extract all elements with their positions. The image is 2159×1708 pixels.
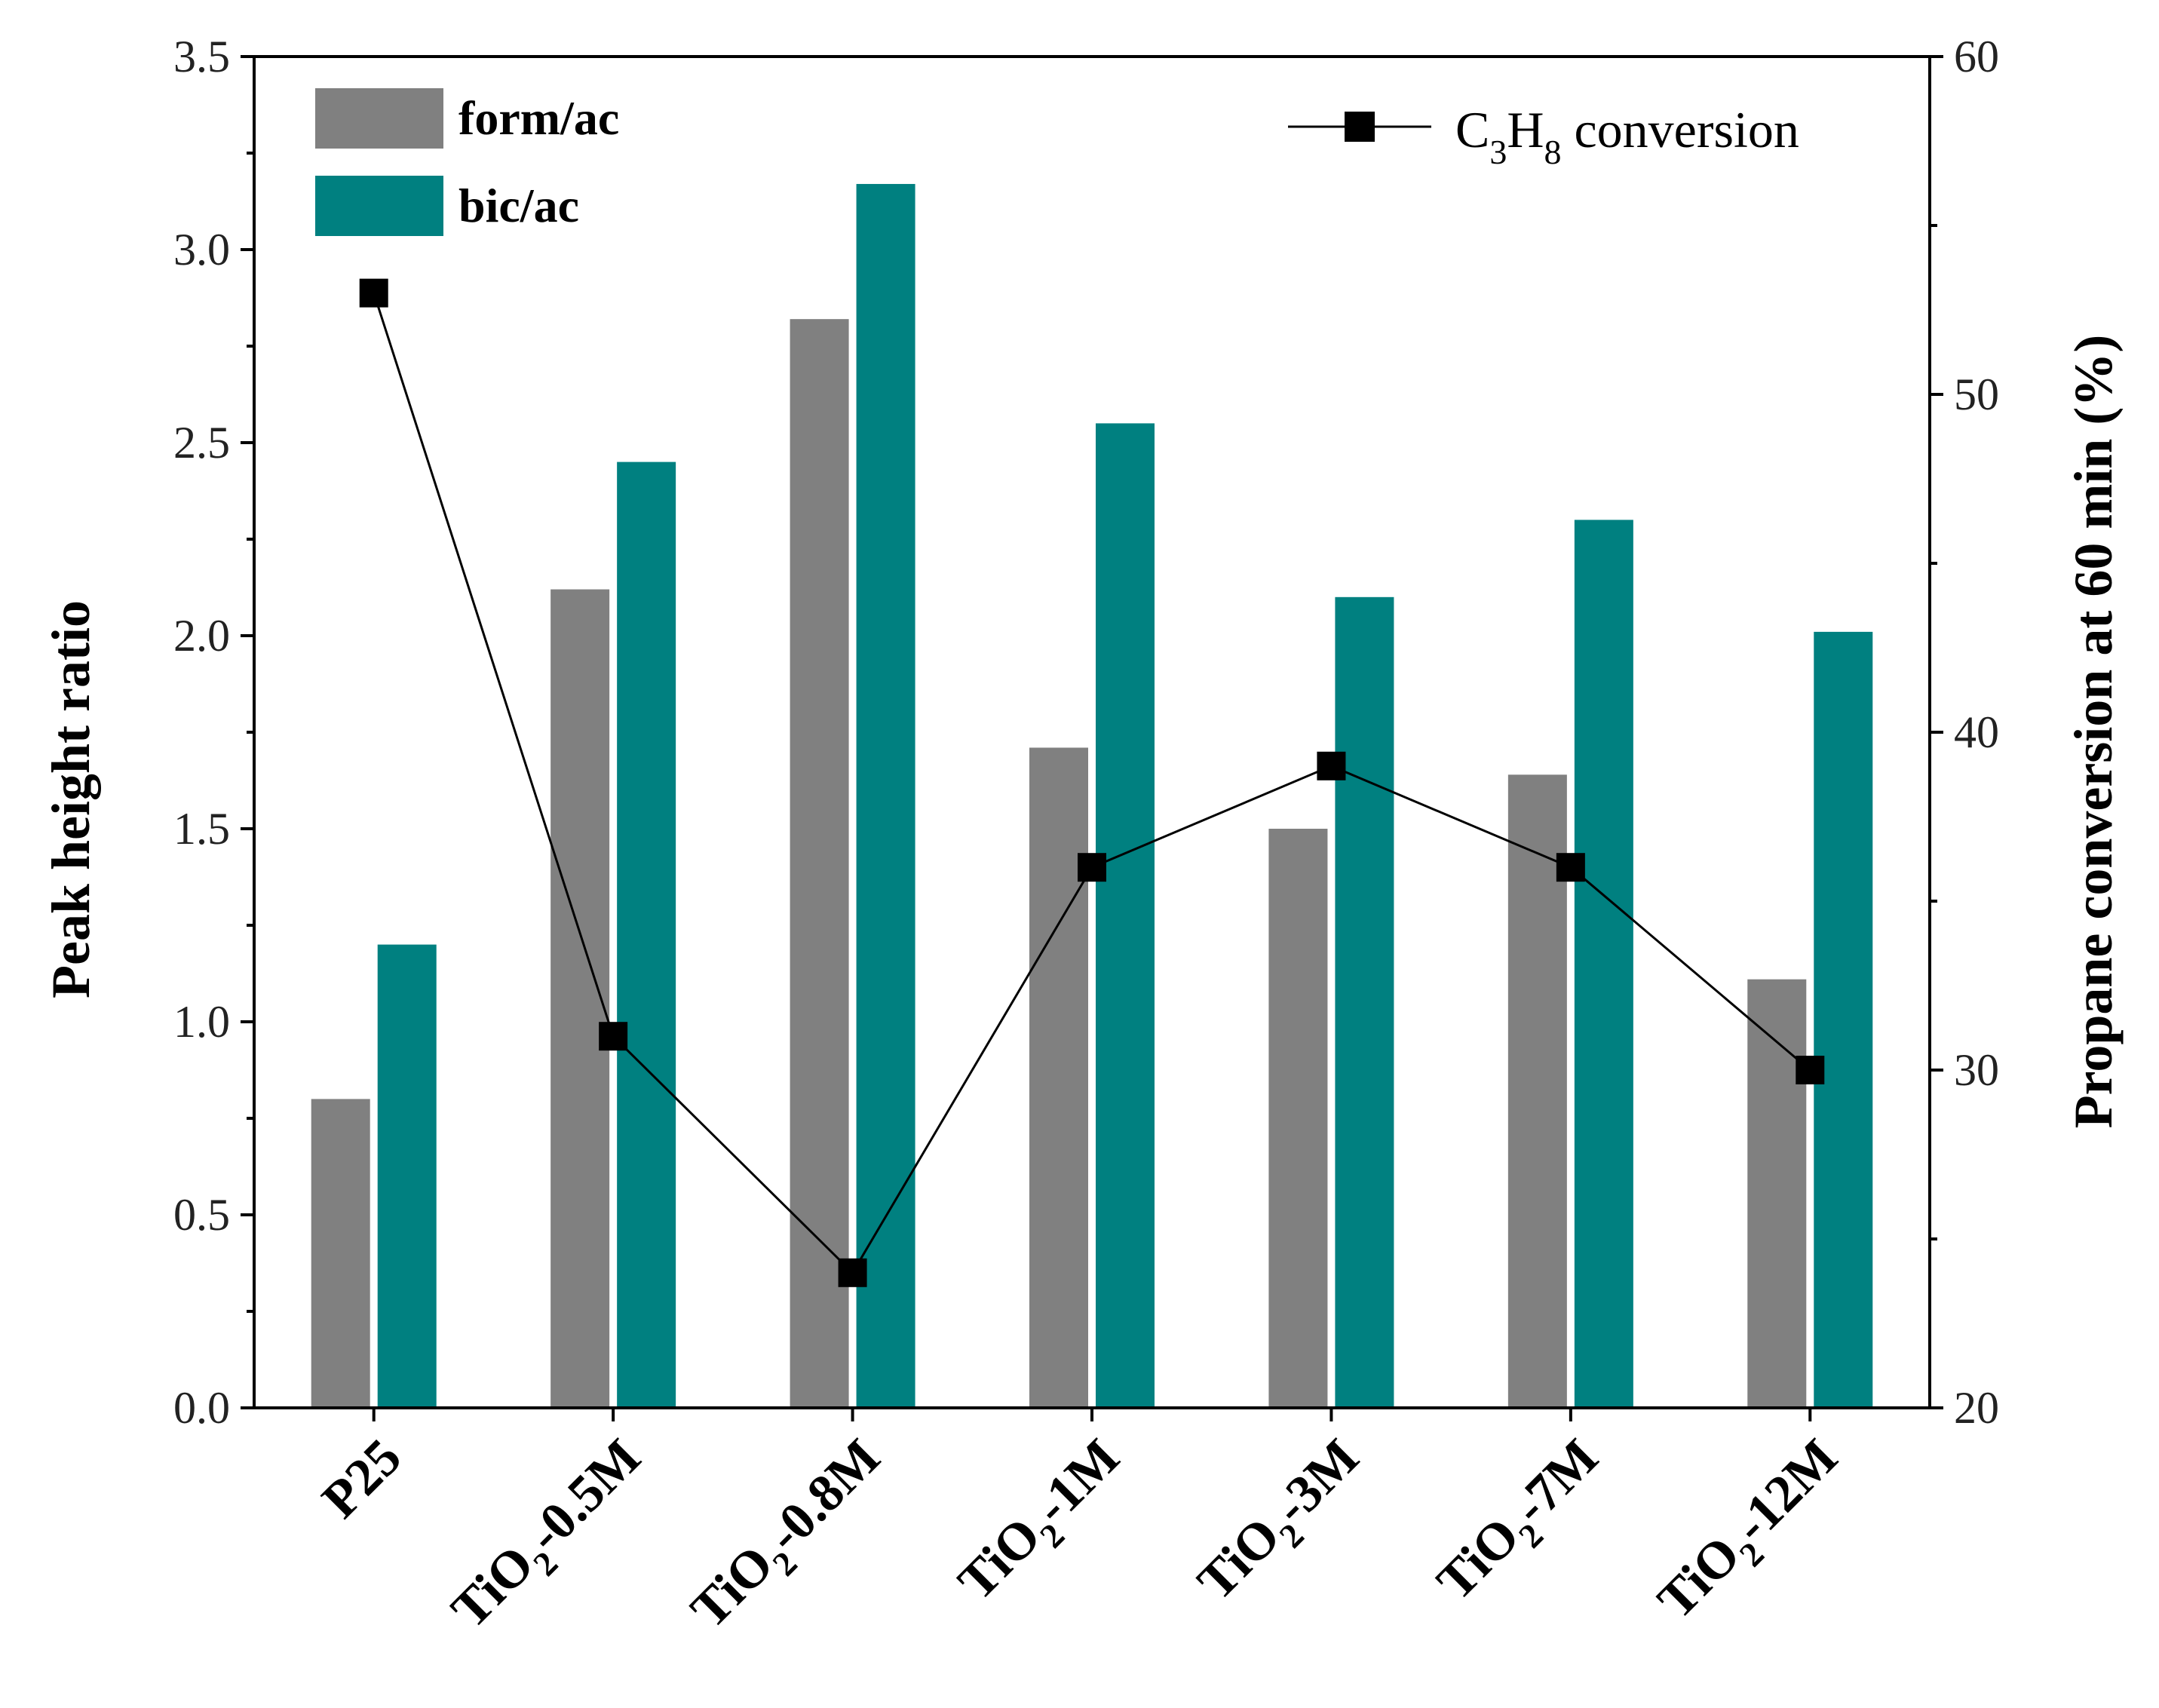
bar-form-ac-0 (311, 1099, 370, 1408)
y-right-tick-label-4: 60 (1954, 32, 1999, 81)
bar-form-ac-6 (1747, 979, 1807, 1408)
legend-label-form: form/ac (458, 91, 619, 145)
bar-bic-ac-0 (377, 944, 437, 1408)
plot-frame (253, 55, 1931, 1409)
legend-marker-square (1345, 112, 1375, 142)
bar-form-ac-4 (1268, 829, 1328, 1408)
legend-swatch-form (315, 88, 443, 149)
conversion-point-4 (1317, 751, 1346, 780)
y-left-tick-label-2: 1.0 (173, 997, 230, 1047)
x-tick-label-1: TiO2-0.5M (440, 1428, 659, 1647)
x-tick-label-6: TiO2-12M (1647, 1428, 1857, 1638)
legend-label-conversion: C3H8 conversion (1455, 101, 1799, 171)
y-left-title: Peak height ratio (41, 600, 101, 998)
y-right-title: Propane conversion at 60 min (%) (2063, 335, 2124, 1129)
y-right-tick-label-1: 30 (1954, 1045, 1999, 1095)
legend-label-bic: bic/ac (458, 179, 579, 232)
x-tick-label-4: TiO2-3M (1187, 1428, 1378, 1619)
left-axis: 0.0 0.5 1.0 1.5 2.0 2.5 3.0 3.5 (173, 32, 254, 1433)
conversion-point-2 (838, 1258, 867, 1287)
y-right-tick-label-2: 40 (1954, 707, 1999, 757)
x-tick-label-3: TiO2-1M (947, 1428, 1138, 1619)
bar-form-ac-1 (550, 589, 610, 1408)
bar-bic-ac-3 (1096, 423, 1155, 1408)
y-right-tick-label-0: 20 (1954, 1383, 1999, 1433)
legend-swatch-bic (315, 176, 443, 236)
bar-bic-ac-5 (1574, 520, 1633, 1408)
y-left-tick-label-1: 0.5 (173, 1190, 230, 1240)
y-left-tick-label-3: 1.5 (173, 804, 230, 854)
x-tick-label-0: P25 (311, 1428, 412, 1529)
bar-bic-ac-2 (856, 183, 915, 1409)
conversion-line-layer (359, 278, 1825, 1287)
x-tick-label-2: TiO2-0.8M (680, 1428, 899, 1647)
y-left-tick-label-4: 2.0 (173, 611, 230, 661)
y-left-tick-label-5: 2.5 (173, 418, 230, 468)
x-tick-label-5: TiO2-7M (1426, 1428, 1617, 1619)
y-left-tick-label-6: 3.0 (173, 225, 230, 274)
conversion-point-1 (599, 1022, 628, 1051)
bar-form-ac-2 (790, 319, 849, 1408)
legend: form/ac bic/ac C3H8 conversion (315, 88, 1799, 236)
conversion-point-3 (1078, 853, 1106, 882)
y-left-tick-label-7: 3.5 (173, 32, 230, 81)
conversion-point-6 (1796, 1056, 1825, 1084)
bar-bic-ac-1 (617, 461, 676, 1408)
y-left-tick-label-0: 0.0 (173, 1383, 230, 1433)
conversion-point-0 (359, 278, 388, 308)
conversion-point-5 (1556, 853, 1585, 882)
bar-form-ac-3 (1029, 747, 1088, 1408)
bar-bic-ac-4 (1335, 596, 1394, 1408)
bar-bic-ac-6 (1814, 631, 1873, 1408)
bars-layer (311, 183, 1873, 1409)
right-axis: 20 30 40 50 60 (1930, 32, 1999, 1433)
y-right-tick-label-3: 50 (1954, 370, 1999, 419)
